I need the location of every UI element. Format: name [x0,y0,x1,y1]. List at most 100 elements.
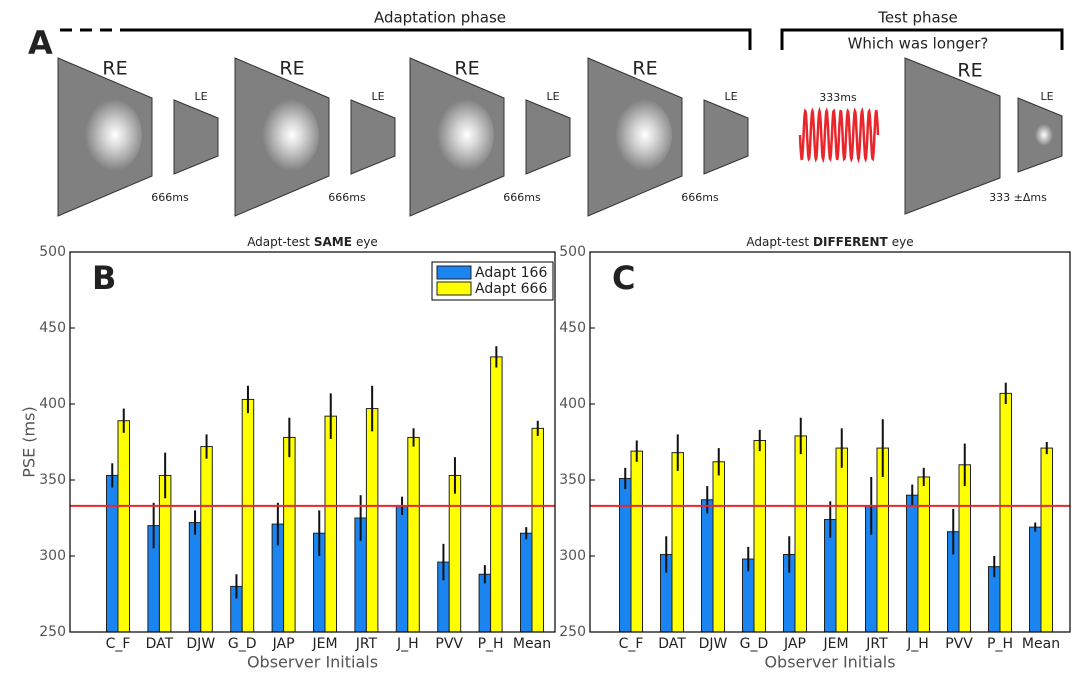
bar [712,461,725,633]
le-display [350,99,396,175]
re-label: RE [957,60,982,82]
bar [531,427,544,633]
bar [200,446,213,633]
bar [671,452,684,633]
le-display [525,99,571,175]
stimulus [82,99,142,171]
bar [158,474,172,633]
y-tick-label: 450 [559,320,586,336]
legend-swatch [436,281,472,296]
bar [1029,526,1042,633]
stimulus [1035,124,1053,146]
phase-title: Test phase [877,9,958,27]
le-label: LE [724,90,737,103]
title-part: Adapt-test [746,235,809,249]
bar [365,408,379,633]
bar [283,436,296,633]
plot-frame [589,251,1071,633]
x-tick-label: JEM [822,636,848,652]
x-tick-label: P_H [987,636,1013,652]
x-tick-label: DJW [186,636,215,652]
le-display [703,99,749,175]
bar [117,420,130,633]
title-part: Adapt-test [247,235,310,249]
x-tick-label: Mean [513,636,551,652]
bar [407,436,420,633]
bar [794,435,807,633]
y-tick-label: 400 [559,396,586,412]
re-label: RE [102,58,127,80]
x-tick-label: P_H [478,636,504,652]
y-tick-label: 450 [39,320,66,336]
x-tick-label: JRT [355,636,378,652]
y-tick-label: 350 [39,472,66,488]
x-tick-label: Mean [1022,636,1060,652]
bar [395,505,409,633]
bar [958,464,971,633]
legend-label: Adapt 666 [475,281,547,297]
le-label: LE [194,90,207,103]
bracket [130,28,752,50]
bar [906,494,919,633]
duration: 666ms [681,191,719,204]
x-tick-label: JAP [783,636,806,652]
chart: 250 300 350 400 450 500 C_F DAT DJW G_D JAP JEM JRT J… [559,235,1071,672]
duration: 333 ±Δms [989,191,1047,204]
x-tick-label: J_H [396,636,419,652]
bar [701,499,714,633]
bar [324,415,337,633]
title-part: eye [356,235,378,249]
y-tick-label: 350 [559,472,586,488]
y-tick-label: 500 [39,244,66,260]
bar [1040,447,1053,633]
y-tick-label: 250 [559,624,586,640]
stimulus [612,99,672,171]
y-tick-label: 500 [559,244,586,260]
y-tick-label: 400 [39,396,66,412]
re-label: RE [279,58,304,80]
bar [448,474,462,633]
re-display [904,57,1001,215]
x-axis-label: Observer Initials [764,653,895,672]
bar [106,474,119,633]
panel-label: A [28,24,53,62]
bar [188,522,202,633]
bar [835,447,848,633]
x-axis-label: Observer Initials [247,653,378,672]
phase-title: Adaptation phase [374,9,506,27]
x-tick-label: G_D [740,636,769,652]
title-part: SAME [314,235,352,249]
le-display [173,99,219,175]
tone-label: 333ms [819,91,857,104]
bar [999,392,1012,633]
chart: 250 300 350 400 450 500 C_F DAT DJW G_D JAP JEM JRT J… [20,235,556,672]
stimulus [259,99,319,171]
duration: 666ms [328,191,366,204]
le-label: LE [546,90,559,103]
x-tick-label: G_D [228,636,257,652]
y-tick-label: 250 [39,624,66,640]
y-tick-label: 300 [39,548,66,564]
x-tick-label: JAP [272,636,295,652]
panel-a: A Adaptation phase Test phase Which was … [28,9,1064,217]
bar [753,439,766,633]
x-tick-label: C_F [619,636,644,652]
re-label: RE [632,58,657,80]
x-tick-label: JEM [311,636,337,652]
x-tick-label: DJW [699,636,728,652]
tone [798,106,880,164]
chart-title: Adapt-test DIFFERENT eye [746,235,913,249]
le-label: LE [371,90,384,103]
bracket [780,28,1064,50]
x-tick-label: PVV [945,636,973,652]
legend-swatch [436,265,472,280]
x-tick-label: DAT [658,636,686,652]
x-tick-label: C_F [106,636,131,652]
x-tick-label: J_H [906,636,929,652]
y-axis-label: PSE (ms) [20,406,39,477]
bar [520,532,533,633]
panel-label: B [92,259,116,297]
title-part: DIFFERENT [813,235,888,249]
bar [490,356,503,633]
